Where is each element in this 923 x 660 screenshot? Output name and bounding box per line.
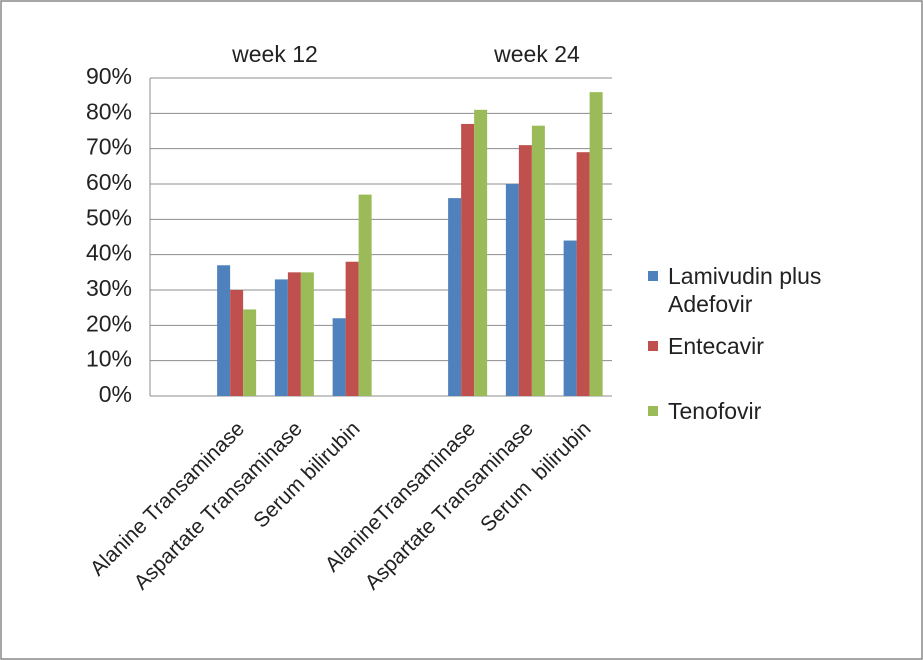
group-label: week 24 <box>493 41 580 67</box>
group-label: week 12 <box>231 41 318 67</box>
y-tick-label: 30% <box>86 275 132 301</box>
bar <box>448 198 462 396</box>
legend-item: Lamivudin plus Adefovir <box>648 262 878 318</box>
legend-item: Entecavir <box>648 332 878 360</box>
bar <box>300 272 314 396</box>
y-tick-label: 70% <box>86 134 132 160</box>
y-tick-label: 20% <box>86 310 132 336</box>
bar <box>345 261 359 396</box>
bar <box>589 92 603 396</box>
bar <box>474 109 488 397</box>
x-tick-label: Serum bilirubin <box>249 417 364 532</box>
bar <box>461 123 475 396</box>
y-tick-label: 0% <box>99 381 132 407</box>
legend-label: Tenofovir <box>668 398 762 424</box>
bar <box>531 125 545 396</box>
y-tick-label: 10% <box>86 346 132 372</box>
legend-swatch <box>648 406 658 416</box>
bar <box>274 279 288 396</box>
y-tick-label: 90% <box>86 63 132 89</box>
bar <box>332 318 346 396</box>
legend-swatch <box>648 271 658 281</box>
y-tick-label: 60% <box>86 169 132 195</box>
y-tick-label: 50% <box>86 204 132 230</box>
y-tick-label: 40% <box>86 240 132 266</box>
bar <box>505 184 519 396</box>
legend-label: Lamivudin plus Adefovir <box>668 263 822 317</box>
bar <box>230 290 244 396</box>
bar <box>576 152 590 396</box>
legend-swatch <box>648 341 658 351</box>
legend-label: Entecavir <box>668 333 764 359</box>
bar <box>243 309 257 396</box>
bar <box>563 240 577 396</box>
y-tick-label: 80% <box>86 98 132 124</box>
bar <box>217 265 231 396</box>
bar <box>287 272 301 396</box>
legend-item: Tenofovir <box>648 397 878 425</box>
bar <box>518 145 532 396</box>
bar <box>358 194 372 396</box>
